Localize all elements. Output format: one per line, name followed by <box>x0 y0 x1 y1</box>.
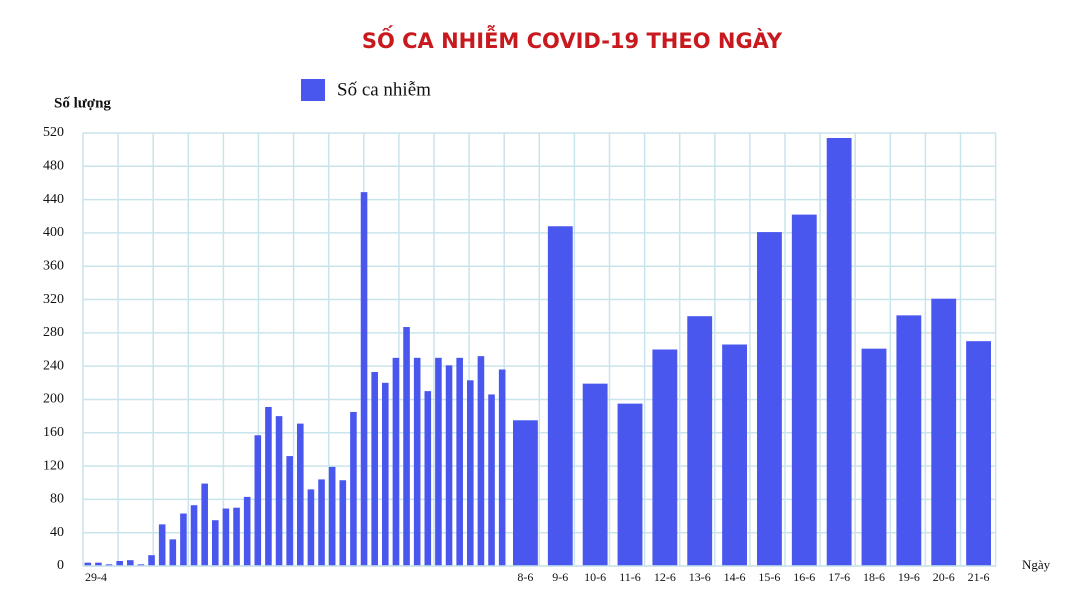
bar <box>403 327 410 566</box>
bar <box>435 357 442 566</box>
bar <box>180 513 187 566</box>
bar <box>158 524 166 566</box>
bar <box>243 496 251 566</box>
bar <box>339 480 347 566</box>
bar <box>360 192 368 566</box>
y-tick-label: 400 <box>43 225 64 240</box>
bar <box>222 508 230 566</box>
y-tick-label: 440 <box>43 192 64 207</box>
x-tick-label: 8-6 <box>517 570 533 584</box>
bar <box>757 232 782 566</box>
x-tick-label: 21-6 <box>968 570 990 584</box>
bar <box>488 394 495 566</box>
y-tick-label: 320 <box>43 292 64 307</box>
bar <box>424 391 432 566</box>
y-tick-label: 120 <box>43 458 64 473</box>
bar <box>286 456 293 566</box>
bar <box>350 411 357 566</box>
x-tick-label: 10-6 <box>584 570 606 584</box>
bar <box>190 505 198 566</box>
bar <box>861 348 887 566</box>
y-tick-label: 40 <box>50 525 64 540</box>
bar <box>582 383 608 566</box>
bar <box>318 479 325 566</box>
y-tick-label: 520 <box>43 125 64 140</box>
bar <box>826 137 852 566</box>
bar <box>617 403 643 566</box>
x-tick-label: 12-6 <box>654 570 676 584</box>
bar <box>966 341 991 566</box>
y-tick-label: 240 <box>43 358 64 373</box>
bar <box>477 356 485 566</box>
bar <box>413 357 421 566</box>
x-tick-label: 18-6 <box>863 570 885 584</box>
bar <box>127 560 134 566</box>
x-tick-label: 29-4 <box>85 570 107 584</box>
bar <box>328 466 336 566</box>
bar <box>105 564 113 566</box>
bar <box>201 483 208 566</box>
bar <box>275 416 283 566</box>
bar <box>456 357 463 566</box>
bar <box>392 357 400 566</box>
bar <box>652 349 678 566</box>
y-tick-label: 360 <box>43 258 64 273</box>
y-tick-label: 80 <box>50 492 64 507</box>
bar <box>84 562 92 566</box>
x-tick-label: 15-6 <box>758 570 780 584</box>
bar <box>137 564 145 566</box>
legend-label: Số ca nhiễm <box>337 79 431 100</box>
bar <box>498 369 506 566</box>
bar <box>148 555 155 566</box>
y-axis-label: Số lượng <box>54 95 111 111</box>
bar <box>791 214 817 566</box>
bar <box>445 365 453 566</box>
bar <box>169 539 177 566</box>
bar <box>896 315 922 566</box>
bar <box>265 406 272 566</box>
bar <box>254 435 262 566</box>
bar <box>722 344 747 566</box>
bar <box>212 520 219 566</box>
x-tick-label: 17-6 <box>828 570 850 584</box>
legend-swatch <box>301 79 325 101</box>
bar <box>513 420 538 566</box>
bar <box>547 226 573 566</box>
x-axis-label: Ngày <box>1022 557 1051 572</box>
y-tick-label: 160 <box>43 425 64 440</box>
x-tick-label: 9-6 <box>552 570 568 584</box>
x-tick-label: 14-6 <box>724 570 746 584</box>
bar <box>467 380 474 566</box>
x-tick-label: 11-6 <box>619 570 641 584</box>
bar <box>687 316 713 566</box>
bar <box>931 298 957 566</box>
x-tick-label: 19-6 <box>898 570 920 584</box>
bar <box>95 562 102 566</box>
bar <box>371 371 378 566</box>
y-tick-label: 0 <box>57 558 64 573</box>
bar <box>382 382 389 566</box>
bar <box>297 423 304 566</box>
bar <box>307 489 315 566</box>
chart-title: SỐ CA NHIỄM COVID-19 THEO NGÀY <box>362 25 783 53</box>
y-tick-label: 280 <box>43 325 64 340</box>
bar <box>116 561 123 566</box>
y-tick-label: 200 <box>43 392 64 407</box>
x-tick-label: 16-6 <box>793 570 815 584</box>
x-tick-label: 13-6 <box>689 570 711 584</box>
y-tick-label: 480 <box>43 159 64 174</box>
x-tick-label: 20-6 <box>933 570 955 584</box>
bar <box>233 507 240 566</box>
